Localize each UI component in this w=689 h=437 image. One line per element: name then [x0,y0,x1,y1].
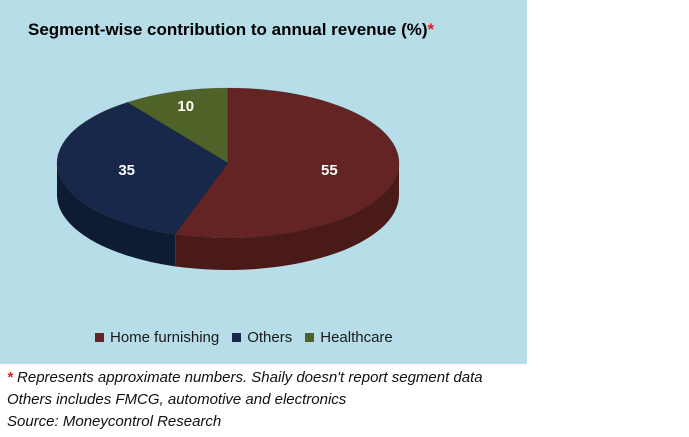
footnote-asterisk: * [7,369,13,386]
pie-side-others [57,163,176,267]
legend-swatch-healthcare [305,333,315,342]
legend-swatch-others [232,333,242,342]
footnote-source: Source: Moneycontrol Research [7,413,222,430]
legend-label-home-furnishing: Home furnishing [110,329,220,346]
footnote-approximate-text: Represents approximate numbers. Shaily d… [17,369,483,386]
legend-item-others: Others [232,329,292,346]
chart-title-text: Segment-wise contribution to annual reve… [28,20,428,39]
pie-slice-others [56,101,229,235]
pie-side-home-furnishing [175,163,399,270]
legend-swatch-home-furnishing [95,333,104,342]
chart-panel: Segment-wise contribution to annual reve… [0,0,527,364]
legend-label-healthcare: Healthcare [320,329,393,346]
legend-item-healthcare: Healthcare [305,329,393,346]
pie-slice-home-furnishing [174,87,400,239]
footnotes: * Represents approximate numbers. Shaily… [7,367,483,433]
data-label-home-furnishing: 55 [321,162,338,179]
footnote-others-definition: Others includes FMCG, automotive and ele… [7,391,347,408]
pie-slice-healthcare [126,87,229,164]
legend: Home furnishing Others Healthcare [95,329,406,346]
pie-chart: 55 35 10 [56,87,400,270]
legend-item-home-furnishing: Home furnishing [95,329,219,346]
legend-label-others: Others [247,329,293,346]
title-asterisk: * [427,20,435,39]
data-label-others: 35 [118,162,135,179]
chart-title: Segment-wise contribution to annual reve… [28,20,434,40]
footnote-approximate: * Represents approximate numbers. Shaily… [7,367,483,389]
data-label-healthcare: 10 [177,98,194,115]
